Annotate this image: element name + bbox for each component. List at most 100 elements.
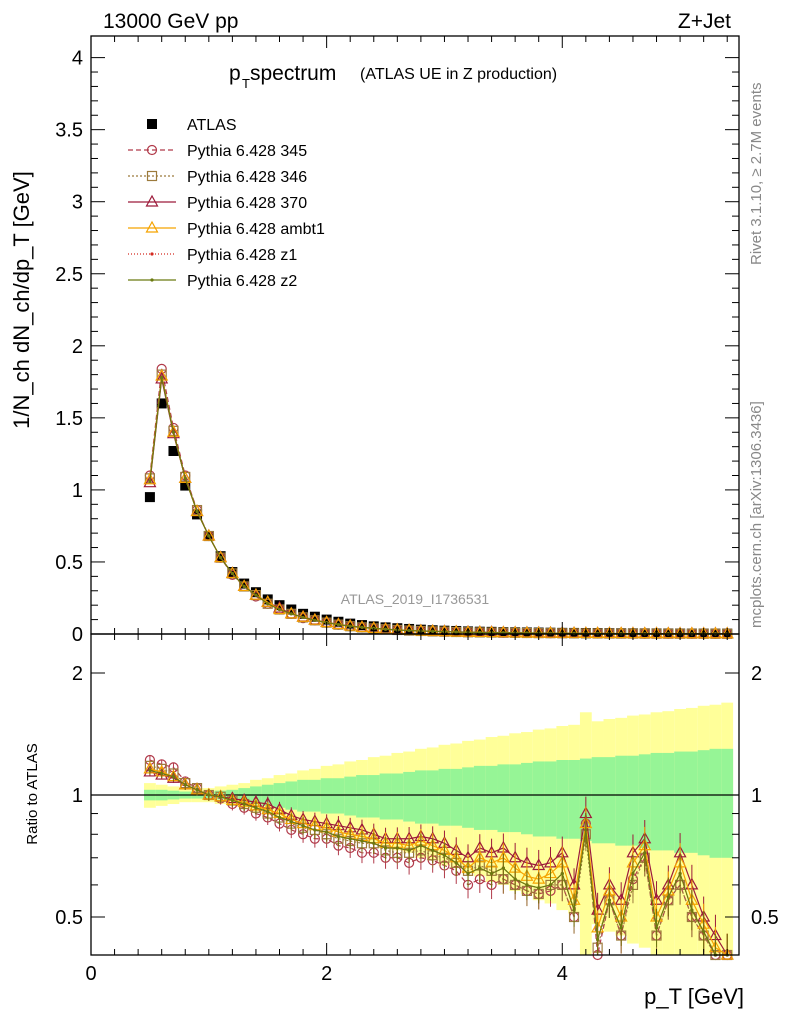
data-point [643,851,647,855]
y-tick-label: 1.5 [55,408,83,430]
y-tick-label: 4 [72,48,83,70]
band-inner [721,748,734,858]
data-point [143,475,157,488]
band-inner [308,779,321,812]
band-inner [662,752,675,851]
data-point [183,783,187,787]
data-point [336,834,341,839]
data-point [289,819,293,824]
data-point [520,625,534,638]
y-tick-label: 0.5 [55,552,83,574]
data-point [242,802,246,806]
legend-entry: Pythia 6.428 z1 [128,247,297,264]
data-point [383,627,388,631]
data-point [454,861,458,865]
x-tick-label: 4 [557,963,568,985]
data-point [325,830,329,834]
legend-entry: Pythia 6.428 z2 [128,273,297,290]
data-point [466,871,470,876]
data-point [239,578,250,589]
band-inner [426,770,439,824]
legend-label: Pythia 6.428 370 [187,195,307,212]
series-line [149,759,728,956]
data-point [297,612,309,623]
y-tick-label: 0.5 [55,907,83,929]
data-point [190,504,204,517]
data-point [501,866,505,870]
plot-title-main: p [229,62,241,85]
y-tick-label: 3 [72,192,83,214]
data-point [143,472,157,485]
data-point [301,615,305,620]
data-point [345,618,356,629]
data-point [720,947,734,960]
data-point [607,898,612,902]
series-line [149,769,728,956]
x-tick-label: 2 [321,963,332,985]
data-point [160,771,164,776]
data-point [313,618,317,622]
data-point [272,600,287,613]
band-inner [638,754,651,848]
data-point [254,593,258,597]
ratio-panel: 0 2 4 0.5 0.5 1 1 2 2 Ratio to ATLAS p_T [GeV] [24,633,779,1009]
plot-title-rest: spectrum [250,62,336,85]
data-point [596,937,600,942]
data-point [156,398,167,409]
data-point [380,622,391,633]
data-point [368,621,379,632]
data-point [360,625,364,629]
legend-label: Pythia 6.428 345 [187,143,307,160]
data-point [431,629,435,634]
x-axis-label: p_T [GeV] [644,984,744,1009]
data-point [572,908,576,912]
band-inner [379,773,392,820]
data-point [155,371,169,384]
data-point [207,793,211,797]
rivet-label: Rivet 3.1.10, ≥ 2.7M events [748,83,765,266]
data-point [183,476,187,480]
data-point [584,828,588,832]
data-point [631,871,635,876]
band-inner [697,750,710,856]
data-point [230,571,234,576]
data-point [478,866,482,870]
data-point [148,768,152,773]
band-inner [403,771,415,822]
data-point [543,625,558,638]
data-point [383,846,388,850]
data-point [614,626,628,639]
data-point [146,170,158,182]
data-point [166,425,180,437]
data-point [160,375,164,380]
band-inner [568,760,580,839]
legend-entry: Pythia 6.428 346 [128,169,307,186]
data-point [277,815,282,820]
data-point [638,626,652,639]
y-axis-label: 1/N_ch dN_ch/dp_T [GeV] [9,171,34,429]
data-point [237,579,251,592]
band-inner [297,779,309,812]
y-tick-label-right: 1 [751,785,762,807]
band-inner [603,757,616,844]
data-point [202,528,216,541]
data-point [513,877,517,881]
data-point [219,556,223,560]
data-point [301,824,305,828]
band-inner [544,761,557,837]
header-left: 13000 GeV pp [103,10,238,33]
data-point [321,614,332,625]
band-inner [497,764,510,833]
band-inner [462,767,474,828]
data-point [407,848,411,852]
series-line [149,768,728,956]
data-point [225,566,239,579]
data-point [454,630,458,634]
legend-entry: Pythia 6.428 345 [128,143,307,160]
band-inner [556,760,569,839]
data-point [150,252,154,256]
data-point [548,883,553,887]
data-point [449,624,463,637]
y-tick-label: 3.5 [55,120,83,142]
